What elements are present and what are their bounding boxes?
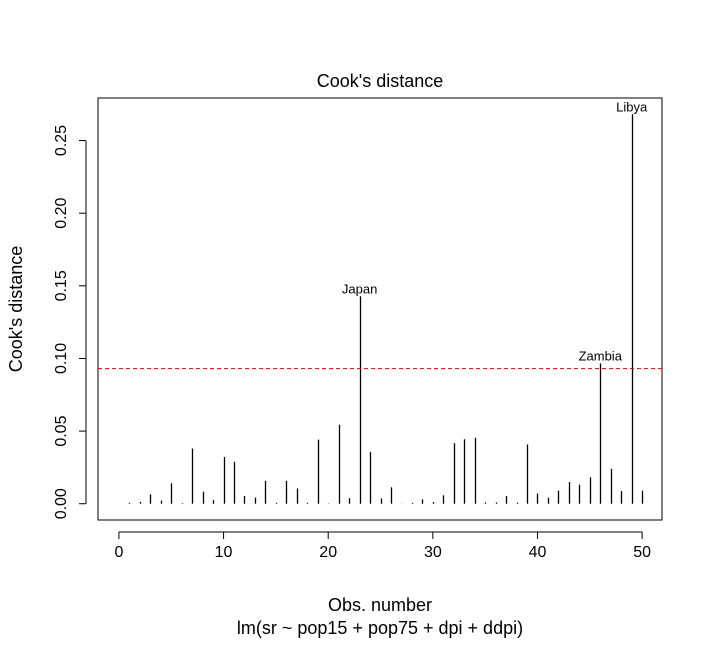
y-tick-label-0: 0.00 [53,488,70,519]
y-tick-label-3: 0.15 [53,270,70,301]
chart-title: Cook's distance [317,71,444,91]
y-axis-title: Cook's distance [6,246,26,373]
x-tick-label-40: 40 [529,544,547,561]
x-tick-label-30: 30 [424,544,442,561]
y-tick-label-1: 0.05 [53,415,70,446]
annotations-group: Japan Zambia Libya [342,99,648,363]
chart-subtitle: lm(sr ~ pop15 + pop75 + dpi + ddpi) [237,618,523,638]
x-axis: 0 10 20 30 40 50 [114,531,651,561]
x-tick-label-0: 0 [114,544,123,561]
bars-group [128,114,644,504]
y-axis: 0.00 0.05 0.10 0.15 0.20 0.25 [53,125,87,519]
annotation-zambia: Zambia [579,348,623,363]
y-tick-label-2: 0.10 [53,343,70,374]
x-tick-label-10: 10 [215,544,233,561]
plot-frame [97,97,663,521]
y-tick-label-5: 0.25 [53,125,70,156]
x-axis-title: Obs. number [328,595,432,615]
annotation-libya: Libya [616,99,648,114]
x-tick-label-50: 50 [633,544,651,561]
annotation-japan: Japan [342,281,377,296]
y-tick-label-4: 0.20 [53,198,70,229]
x-tick-label-20: 20 [319,544,337,561]
